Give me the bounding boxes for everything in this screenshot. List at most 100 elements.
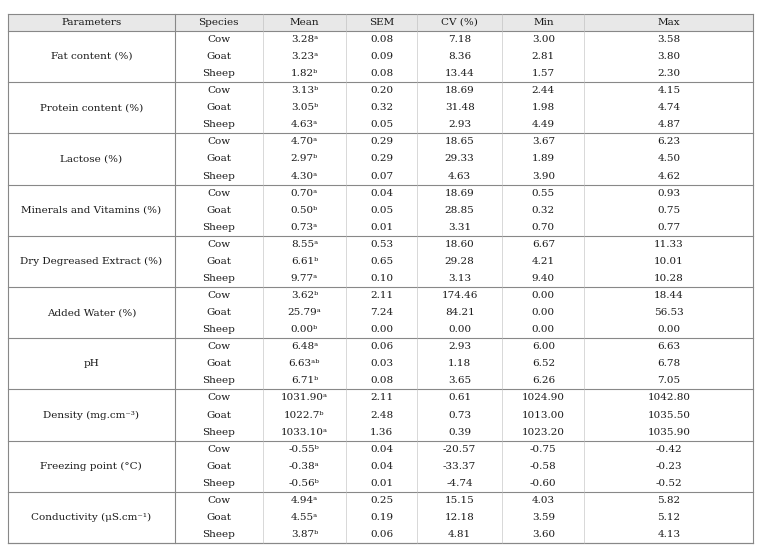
Text: 0.04: 0.04 bbox=[370, 462, 393, 471]
Text: Species: Species bbox=[199, 18, 239, 27]
Text: 29.28: 29.28 bbox=[444, 257, 475, 266]
Text: 10.28: 10.28 bbox=[654, 274, 684, 283]
Text: Sheep: Sheep bbox=[202, 325, 235, 334]
Text: 0.29: 0.29 bbox=[370, 137, 393, 147]
Text: 84.21: 84.21 bbox=[444, 308, 475, 317]
Text: 1035.50: 1035.50 bbox=[648, 410, 690, 420]
Text: 0.73ᵃ: 0.73ᵃ bbox=[291, 223, 318, 232]
Text: Protein content (%): Protein content (%) bbox=[40, 103, 143, 112]
Text: 4.94ᵃ: 4.94ᵃ bbox=[291, 496, 318, 505]
Text: Cow: Cow bbox=[207, 291, 231, 300]
Text: Sheep: Sheep bbox=[202, 223, 235, 232]
Text: Sheep: Sheep bbox=[202, 377, 235, 385]
Text: 0.00: 0.00 bbox=[658, 325, 680, 334]
Text: CV (%): CV (%) bbox=[441, 18, 478, 27]
Text: 6.48ᵃ: 6.48ᵃ bbox=[291, 342, 318, 351]
Text: 0.04: 0.04 bbox=[370, 445, 393, 453]
Text: 0.01: 0.01 bbox=[370, 479, 393, 488]
Text: Cow: Cow bbox=[207, 240, 231, 249]
Text: -33.37: -33.37 bbox=[443, 462, 476, 471]
Text: 0.10: 0.10 bbox=[370, 274, 393, 283]
Text: 0.77: 0.77 bbox=[658, 223, 680, 232]
Text: 1042.80: 1042.80 bbox=[648, 393, 690, 403]
Text: Mean: Mean bbox=[290, 18, 319, 27]
Text: Fat content (%): Fat content (%) bbox=[50, 52, 132, 61]
Text: Goat: Goat bbox=[206, 359, 231, 368]
Text: Sheep: Sheep bbox=[202, 530, 235, 539]
Text: 0.65: 0.65 bbox=[370, 257, 393, 266]
Text: Goat: Goat bbox=[206, 410, 231, 420]
Text: 4.49: 4.49 bbox=[532, 121, 555, 129]
Text: 4.74: 4.74 bbox=[658, 103, 680, 112]
Text: 4.50: 4.50 bbox=[658, 154, 680, 164]
Text: 2.44: 2.44 bbox=[532, 86, 555, 95]
Text: 2.48: 2.48 bbox=[370, 410, 393, 420]
Text: 0.70: 0.70 bbox=[532, 223, 555, 232]
Text: Cow: Cow bbox=[207, 496, 231, 505]
Text: 0.73: 0.73 bbox=[448, 410, 471, 420]
Text: 1031.90ᵃ: 1031.90ᵃ bbox=[281, 393, 328, 403]
Text: -0.38ᵃ: -0.38ᵃ bbox=[289, 462, 320, 471]
Text: 10.01: 10.01 bbox=[654, 257, 684, 266]
Text: Sheep: Sheep bbox=[202, 121, 235, 129]
Text: 0.00ᵇ: 0.00ᵇ bbox=[291, 325, 318, 334]
Text: 0.06: 0.06 bbox=[370, 530, 393, 539]
Text: Sheep: Sheep bbox=[202, 274, 235, 283]
Text: Goat: Goat bbox=[206, 206, 231, 215]
Text: 2.93: 2.93 bbox=[448, 121, 471, 129]
Text: 0.05: 0.05 bbox=[370, 206, 393, 215]
Text: 6.00: 6.00 bbox=[532, 342, 555, 351]
Text: 56.53: 56.53 bbox=[654, 308, 684, 317]
Text: 8.36: 8.36 bbox=[448, 52, 471, 61]
Text: 9.40: 9.40 bbox=[532, 274, 555, 283]
Text: 3.58: 3.58 bbox=[658, 35, 680, 44]
Text: 18.69: 18.69 bbox=[444, 189, 475, 197]
Text: -0.58: -0.58 bbox=[530, 462, 556, 471]
Text: 3.31: 3.31 bbox=[448, 223, 471, 232]
Text: 4.13: 4.13 bbox=[658, 530, 680, 539]
Text: Cow: Cow bbox=[207, 342, 231, 351]
Text: Added Water (%): Added Water (%) bbox=[46, 308, 136, 317]
Text: 0.39: 0.39 bbox=[448, 427, 471, 436]
Text: 3.65: 3.65 bbox=[448, 377, 471, 385]
Text: 1.57: 1.57 bbox=[532, 69, 555, 78]
Text: 3.05ᵇ: 3.05ᵇ bbox=[291, 103, 318, 112]
Text: -4.74: -4.74 bbox=[447, 479, 473, 488]
Text: Goat: Goat bbox=[206, 462, 231, 471]
Text: 13.44: 13.44 bbox=[444, 69, 475, 78]
Text: 3.59: 3.59 bbox=[532, 513, 555, 522]
Text: -0.55ᵇ: -0.55ᵇ bbox=[289, 445, 320, 453]
Text: 0.08: 0.08 bbox=[370, 69, 393, 78]
Text: Sheep: Sheep bbox=[202, 427, 235, 436]
Text: 4.63: 4.63 bbox=[448, 171, 471, 180]
Text: 1.89: 1.89 bbox=[532, 154, 555, 164]
Text: 2.11: 2.11 bbox=[370, 291, 393, 300]
Text: 0.06: 0.06 bbox=[370, 342, 393, 351]
Text: 1023.20: 1023.20 bbox=[522, 427, 565, 436]
Text: Density (mg.cm⁻³): Density (mg.cm⁻³) bbox=[43, 410, 139, 420]
Text: 0.50ᵇ: 0.50ᵇ bbox=[291, 206, 318, 215]
Text: 25.79ᵃ: 25.79ᵃ bbox=[288, 308, 321, 317]
Text: Goat: Goat bbox=[206, 154, 231, 164]
Text: 11.33: 11.33 bbox=[654, 240, 684, 249]
Text: 6.61ᵇ: 6.61ᵇ bbox=[291, 257, 318, 266]
Text: 7.05: 7.05 bbox=[658, 377, 680, 385]
Text: 3.23ᵃ: 3.23ᵃ bbox=[291, 52, 318, 61]
Text: 7.18: 7.18 bbox=[448, 35, 471, 44]
Text: 0.25: 0.25 bbox=[370, 496, 393, 505]
Text: Lactose (%): Lactose (%) bbox=[60, 154, 123, 164]
Text: 6.52: 6.52 bbox=[532, 359, 555, 368]
Text: 3.67: 3.67 bbox=[532, 137, 555, 147]
Text: Goat: Goat bbox=[206, 52, 231, 61]
Text: -0.56ᵇ: -0.56ᵇ bbox=[289, 479, 320, 488]
Text: 3.62ᵇ: 3.62ᵇ bbox=[291, 291, 318, 300]
Text: -0.60: -0.60 bbox=[530, 479, 556, 488]
Text: 6.78: 6.78 bbox=[658, 359, 680, 368]
Text: Max: Max bbox=[658, 18, 680, 27]
Text: Cow: Cow bbox=[207, 393, 231, 403]
Text: 0.29: 0.29 bbox=[370, 154, 393, 164]
Text: Minerals and Vitamins (%): Minerals and Vitamins (%) bbox=[21, 206, 161, 215]
Text: 0.00: 0.00 bbox=[532, 308, 555, 317]
Text: Goat: Goat bbox=[206, 257, 231, 266]
Text: 3.87ᵇ: 3.87ᵇ bbox=[291, 530, 318, 539]
